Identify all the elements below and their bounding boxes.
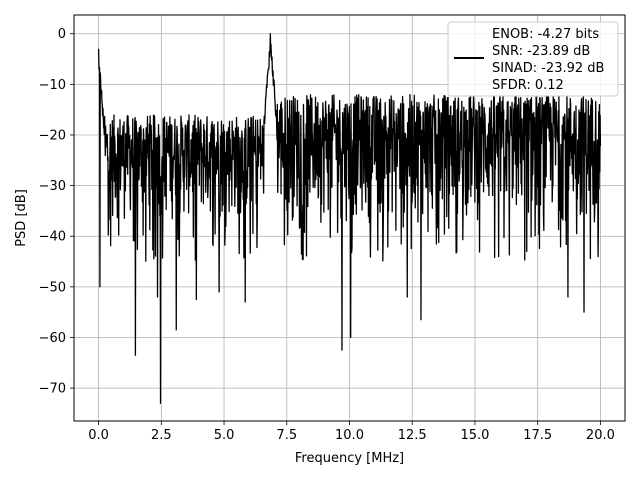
y-axis-title: PSD [dB] — [14, 189, 29, 247]
x-tick-label: 2.5 — [151, 428, 172, 443]
x-tick-label: 10.0 — [335, 428, 364, 443]
legend-line-snr: SNR: -23.89 dB — [492, 44, 590, 59]
y-axis-ticks: 0 −10 −20 −30 −40 −50 −60 −70 — [39, 27, 74, 397]
x-axis-ticks: 0.0 2.5 5.0 7.5 10.0 12.5 15.0 17.5 20.0 — [88, 421, 615, 443]
x-tick-label: 15.0 — [460, 428, 489, 443]
x-tick-label: 12.5 — [398, 428, 427, 443]
y-tick-label: −50 — [39, 280, 66, 295]
y-tick-label: 0 — [58, 27, 66, 42]
x-tick-label: 20.0 — [586, 428, 615, 443]
y-tick-label: −30 — [39, 179, 66, 194]
x-tick-label: 0.0 — [88, 428, 109, 443]
y-tick-label: −40 — [39, 230, 66, 245]
x-tick-label: 7.5 — [276, 428, 297, 443]
x-axis-title: Frequency [MHz] — [295, 451, 404, 466]
psd-trace — [97, 33, 602, 404]
legend-line-sinad: SINAD: -23.92 dB — [492, 61, 604, 76]
y-tick-label: −70 — [39, 382, 66, 397]
y-tick-label: −60 — [39, 331, 66, 346]
legend-line-sfdr: SFDR: 0.12 — [492, 78, 564, 93]
psd-series — [97, 33, 602, 404]
legend-line-enob: ENOB: -4.27 bits — [492, 27, 599, 42]
y-tick-label: −10 — [39, 78, 66, 93]
x-tick-label: 5.0 — [214, 428, 235, 443]
y-tick-label: −20 — [39, 128, 66, 143]
x-tick-label: 17.5 — [523, 428, 552, 443]
legend: ENOB: -4.27 bits SNR: -23.89 dB SINAD: -… — [447, 21, 619, 97]
legend-box — [447, 21, 619, 97]
